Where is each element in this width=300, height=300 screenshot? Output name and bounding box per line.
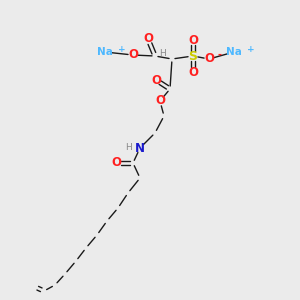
- Text: Na: Na: [97, 47, 113, 57]
- Text: O: O: [155, 94, 165, 107]
- Text: O: O: [188, 34, 198, 46]
- Text: H: H: [160, 50, 167, 58]
- Text: S: S: [188, 50, 197, 62]
- Text: O: O: [204, 52, 214, 65]
- Text: +: +: [247, 44, 255, 53]
- Text: H: H: [124, 143, 131, 152]
- Text: O: O: [111, 157, 121, 169]
- Text: O: O: [143, 32, 153, 46]
- Text: Na: Na: [226, 47, 242, 57]
- Text: -: -: [218, 50, 222, 60]
- Text: O: O: [128, 49, 138, 62]
- Text: O: O: [151, 74, 161, 86]
- Text: N: N: [135, 142, 145, 154]
- Text: +: +: [118, 44, 126, 53]
- Text: O: O: [188, 65, 198, 79]
